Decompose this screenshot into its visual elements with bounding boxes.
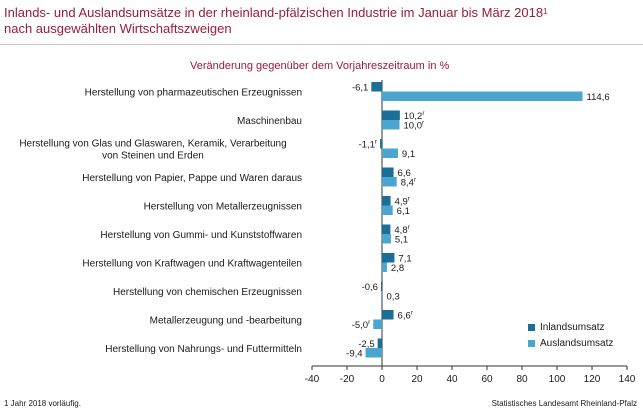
bar-inland: [382, 310, 394, 320]
value-label: 4,8r: [394, 224, 410, 236]
bar-ausland: [382, 262, 387, 272]
legend-swatch-inland: [528, 323, 535, 331]
legend-label-inland: Inlandsumsatz: [540, 321, 605, 333]
value-label: -9,4: [346, 349, 362, 360]
x-tick-label: 80: [516, 374, 528, 385]
chart-subtitle: Veränderung gegenüber dem Vorjahreszeitr…: [190, 60, 450, 72]
chart-title-line1: Inlands- und Auslandsumsätze in der rhei…: [4, 5, 544, 20]
bar-inland: [380, 281, 382, 291]
title-divider: [0, 44, 643, 45]
bar-inland: [382, 167, 394, 177]
value-label: 2,8: [391, 263, 404, 274]
value-label: -1,1r: [359, 139, 378, 151]
bar-ausland: [382, 234, 391, 244]
chart-title-line2: nach ausgewählten Wirtschaftszweigen: [4, 21, 232, 36]
bar-ausland: [382, 291, 383, 301]
bar-inland: [382, 224, 391, 234]
category-label: Metallerzeugung und -bearbeitung: [150, 316, 302, 327]
bar-ausland: [373, 319, 382, 329]
value-label: 6,1: [397, 206, 410, 217]
x-tick-label: 100: [549, 374, 566, 385]
footnote-marker: 1: [543, 7, 548, 16]
x-tick-label: 20: [411, 374, 423, 385]
category-label: Herstellung von Papier, Pappe und Waren …: [82, 173, 302, 184]
x-tick-label: -40: [305, 374, 320, 385]
category-label: Herstellung von chemischen Erzeugnissen: [113, 287, 302, 298]
category-label: von Steinen und Erden: [102, 151, 204, 162]
legend-item-inland: Inlandsumsatz: [528, 319, 613, 335]
value-label: 10,0r: [404, 120, 426, 132]
value-label: -5,0r: [352, 319, 371, 331]
bar-ausland: [382, 205, 393, 215]
bar-inland: [382, 253, 395, 263]
source-note: Statistisches Landesamt Rheinland-Pfalz: [491, 399, 637, 408]
legend: Inlandsumsatz Auslandsumsatz: [528, 319, 613, 351]
bar-inland: [377, 338, 382, 348]
legend-swatch-ausland: [528, 339, 535, 347]
x-tick-label: -20: [340, 374, 355, 385]
value-label: 6,6r: [398, 310, 414, 322]
value-label: 114,6: [587, 92, 610, 103]
value-label: 8,4r: [401, 177, 417, 189]
category-label: Herstellung von Metallerzeugnissen: [144, 202, 302, 213]
x-tick-label: 140: [619, 374, 636, 385]
legend-label-ausland: Auslandsumsatz: [540, 337, 614, 349]
x-tick-label: 60: [481, 374, 493, 385]
category-label: Herstellung von Glas und Glaswaren, Kera…: [19, 139, 286, 150]
x-tick-label: 120: [584, 374, 601, 385]
x-tick-label: 40: [446, 374, 458, 385]
value-label: 0,3: [387, 292, 400, 303]
category-label: Herstellung von pharmazeutischen Erzeugn…: [85, 88, 302, 99]
bar-inland: [371, 82, 382, 92]
bar-ausland: [382, 91, 583, 101]
value-label: 9,1: [402, 149, 415, 160]
bar-ausland: [382, 148, 398, 158]
footnote: 1 Jahr 2018 vorläufig.: [4, 399, 81, 408]
value-label: 7,1: [398, 254, 411, 265]
bar-inland: [380, 139, 382, 149]
category-label: Herstellung von Gummi- und Kunststoffwar…: [100, 230, 302, 241]
bar-inland: [382, 196, 391, 206]
x-tick-label: 0: [379, 374, 385, 385]
bar-ausland: [382, 177, 397, 187]
chart-title: Inlands- und Auslandsumsätze in der rhei…: [4, 5, 634, 37]
category-label: Maschinenbau: [237, 116, 302, 127]
bar-ausland: [365, 348, 382, 358]
category-label: Herstellung von Kraftwagen und Kraftwage…: [82, 259, 302, 270]
bar-inland: [382, 110, 400, 120]
value-label: 6,6: [398, 168, 411, 179]
value-label: -0,6: [362, 282, 378, 293]
value-label: -2,5: [358, 339, 374, 350]
legend-item-ausland: Auslandsumsatz: [528, 335, 613, 351]
value-label: 4,9r: [395, 196, 411, 208]
bar-ausland: [382, 120, 400, 130]
value-label: 5,1: [395, 235, 408, 246]
value-label: 10,2r: [404, 110, 426, 122]
category-label: Herstellung von Nahrungs- und Futtermitt…: [105, 344, 302, 355]
value-label: -6,1: [352, 83, 368, 94]
